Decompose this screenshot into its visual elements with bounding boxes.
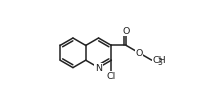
Text: Cl: Cl — [106, 72, 115, 80]
Text: CH: CH — [152, 56, 165, 65]
Text: N: N — [95, 64, 102, 72]
Text: O: O — [135, 49, 142, 58]
Text: 3: 3 — [156, 57, 161, 66]
Text: O: O — [122, 27, 129, 36]
